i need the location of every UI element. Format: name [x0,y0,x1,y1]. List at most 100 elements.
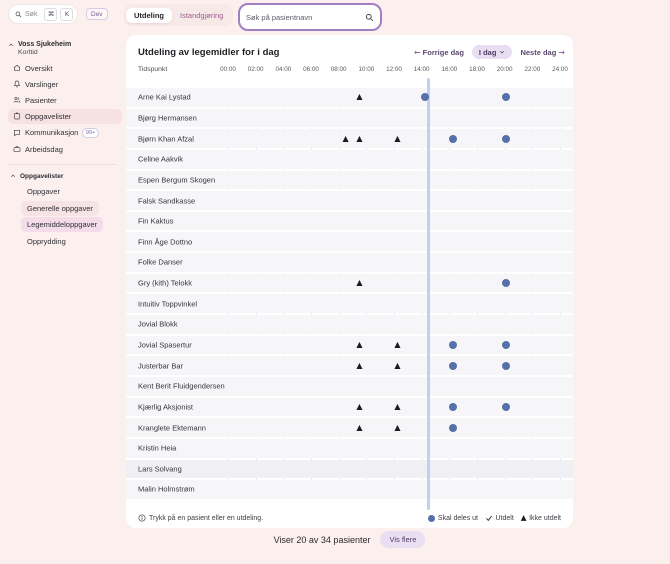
global-search-label: Søk [25,10,38,18]
patient-name: Malin Holmstrøm [138,484,195,494]
global-search[interactable]: Søk ⌘ K [9,5,78,23]
tab-utdeling[interactable]: Utdeling [126,7,172,23]
patient-row[interactable]: Finn Åge Dottno [126,232,573,252]
page-title: Utdeling av legemidler for i dag [138,46,280,58]
chat-icon [14,129,20,137]
gridline [283,88,285,499]
marker-circle-skal-deles-ut[interactable] [502,279,511,288]
sidebar-subitem-opprydding[interactable]: Opprydding [27,236,66,246]
gridline [338,88,340,499]
sidebar-item-pasienter[interactable]: Pasienter [8,93,122,108]
patient-row[interactable]: Arne Kai Lystad ▲ [126,88,573,107]
sidebar-item-oppgavelister[interactable]: Oppgavelister [8,108,122,124]
marker-circle-skal-deles-ut[interactable] [421,93,430,102]
patient-row[interactable]: Jovial Spasertur ▲ ▲ [126,335,573,355]
sidebar-section-header[interactable]: Oppgavelister [8,171,122,183]
pagination-count: Viser 20 av 34 pasienter [273,534,371,545]
sidebar-item-oversikt[interactable]: Oversikt [8,61,122,76]
sidebar-item-label: Oppgavelister [25,111,72,121]
marker-circle-skal-deles-ut[interactable] [448,341,457,349]
patient-name: Bjørn Khan Afzal [138,134,194,144]
patient-row[interactable]: Jovial Blokk [126,315,573,334]
today-dropdown[interactable]: I dag [471,45,513,59]
marker-circle-skal-deles-ut[interactable] [502,402,511,411]
sidebar-item-varslinger[interactable]: Varslinger [8,77,122,92]
patient-row[interactable]: Espen Bergum Skogen [126,170,573,190]
patient-row[interactable]: Kent Berit Fluidgendersen [126,376,573,396]
marker-circle-skal-deles-ut[interactable] [448,361,457,370]
tick-label: 02:00 [247,66,264,73]
marker-triangle-ikke-utdelt[interactable]: ▲ [394,133,401,143]
marker-circle-skal-deles-ut[interactable] [448,423,457,432]
patient-row[interactable]: Celine Aakvik [126,149,573,169]
sidebar-subitem-oppgaver[interactable]: Oppgaver [27,187,60,197]
org-unit: Korttid [18,49,38,57]
marker-circle-skal-deles-ut[interactable] [448,134,457,143]
sidebar-item-arbeidsdag[interactable]: Arbeidsdag [8,142,122,157]
marker-triangle-ikke-utdelt[interactable]: ▲ [356,401,363,411]
patient-name: Kent Berit Fluidgendersen [138,381,225,391]
patient-row[interactable]: Fin Kaktus [126,211,573,231]
patient-name: Kristin Heia [138,443,177,453]
patient-name: Lars Solvang [138,464,182,474]
time-header: Tidspunkt 00:00 02:00 04:00 06:00 08:00 10:00… [126,64,573,79]
sidebar-subitem-legemiddeloppgaver[interactable]: Legemiddeloppgaver [21,217,104,233]
patient-search[interactable] [238,3,382,31]
patient-row[interactable]: Intuitiv Toppvinkel [126,294,573,314]
marker-circle-skal-deles-ut[interactable] [502,93,511,102]
k-key: K [60,7,74,21]
bell-icon [13,81,21,88]
patient-row[interactable]: Lars Solvang [126,459,573,479]
tick-label: 20:00 [496,66,513,73]
view-tabs: Utdeling Istandgjøring [124,4,234,26]
patient-search-input[interactable] [246,12,365,22]
marker-circle-skal-deles-ut[interactable] [502,134,511,143]
marker-circle-skal-deles-ut[interactable] [502,361,511,370]
patient-name: Folke Danser [138,257,183,267]
marker-triangle-ikke-utdelt[interactable]: ▲ [356,278,363,288]
dev-badge[interactable]: Dev [86,8,108,20]
gridline [366,88,368,499]
marker-triangle-ikke-utdelt[interactable]: ▲ [342,133,349,143]
unread-badge: 99+ [82,127,99,138]
patient-row[interactable]: Kjærlig Aksjonist ▲ ▲ [126,397,573,417]
patient-row[interactable]: Falsk Sandkasse [126,191,573,210]
marker-triangle-ikke-utdelt[interactable]: ▲ [394,340,401,349]
patient-row[interactable]: Gry (kith) Telokk ▲ [126,273,573,293]
org-switcher[interactable]: Voss Sjukeheim Korttid [8,38,122,60]
prev-day-button[interactable]: ← Forrige dag [413,47,464,57]
tick-label: 08:00 [330,66,347,73]
sidebar-item-label: Arbeidsdag [25,144,63,154]
marker-triangle-ikke-utdelt[interactable]: ▲ [356,92,363,102]
patient-row[interactable]: Malin Holmstrøm [126,480,573,499]
patient-name: Jovial Blokk [138,319,178,329]
marker-triangle-ikke-utdelt[interactable]: ▲ [394,360,401,370]
marker-triangle-ikke-utdelt[interactable]: ▲ [356,340,363,349]
sidebar-item-label: Varslinger [25,79,59,89]
sidebar-item-kommunikasjon[interactable]: Kommunikasjon 99+ [8,125,122,141]
marker-triangle-ikke-utdelt[interactable]: ▲ [356,422,363,432]
patient-row[interactable]: Folke Danser [126,253,573,272]
next-day-button[interactable]: Neste dag → [520,47,565,57]
show-more-button[interactable]: Vis flere [380,531,426,548]
gridline [449,88,451,499]
patient-row[interactable]: Justerbar Bar ▲ ▲ [126,356,573,375]
marker-triangle-ikke-utdelt[interactable]: ▲ [356,360,363,370]
marker-triangle-ikke-utdelt[interactable]: ▲ [394,401,401,411]
patient-row[interactable]: Bjørg Hermansen [126,108,573,128]
gridline [228,88,229,499]
sidebar-subitem-generelle-oppgaver[interactable]: Generelle oppgaver [21,200,99,216]
tab-istandgj-ring[interactable]: Istandgjøring [180,10,224,20]
patient-name: Falsk Sandkasse [138,196,196,206]
check-icon [485,515,493,522]
patient-row[interactable]: Bjørn Khan Afzal ▲ ▲ ▲ [126,129,573,148]
patient-row[interactable]: Kranglete Ektemann ▲ ▲ [126,418,573,437]
patient-name: Arne Kai Lystad [138,92,191,102]
marker-triangle-ikke-utdelt[interactable]: ▲ [356,133,363,143]
marker-circle-skal-deles-ut[interactable] [502,341,511,349]
circle-marker-icon [428,514,436,522]
tick-label: 16:00 [441,66,458,73]
marker-triangle-ikke-utdelt[interactable]: ▲ [394,422,401,432]
marker-circle-skal-deles-ut[interactable] [448,402,457,411]
patient-row[interactable]: Kristin Heia [126,438,573,458]
